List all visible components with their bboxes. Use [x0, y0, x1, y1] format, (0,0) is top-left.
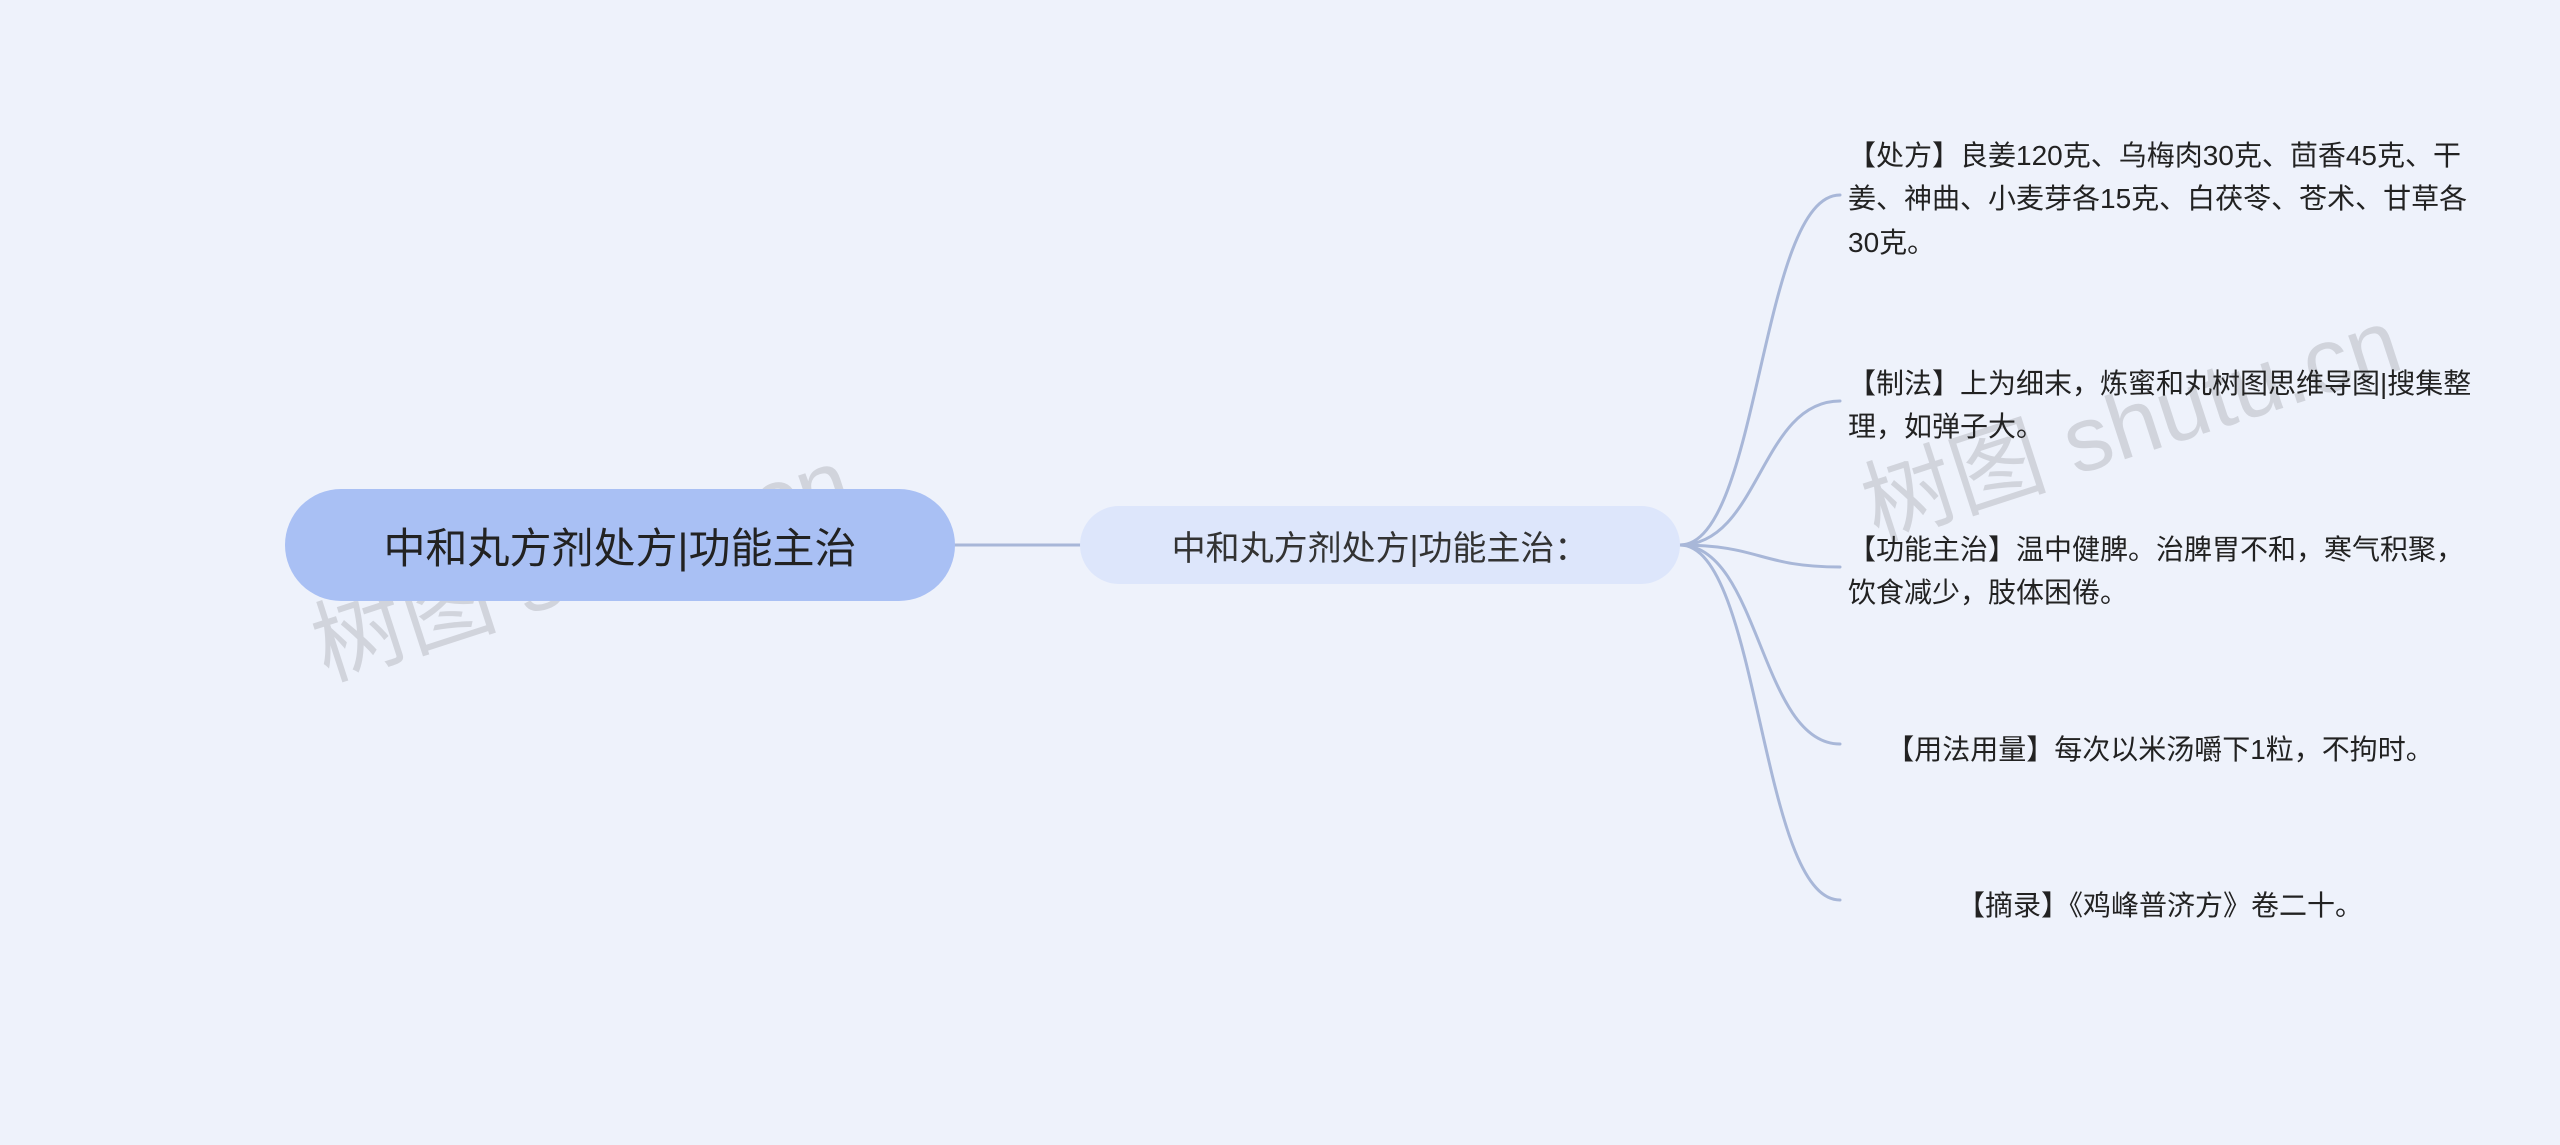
leaf-topic-label: 【用法用量】每次以米汤嚼下1粒，不拘时。 [1886, 728, 2434, 771]
leaf-topic-label: 【处方】良姜120克、乌梅肉30克、茴香45克、干姜、神曲、小麦芽各15克、白茯… [1848, 134, 2472, 264]
mindmap-canvas: 树图 shutu.cn树图 shutu.cn中和丸方剂处方|功能主治中和丸方剂处… [0, 0, 2560, 1145]
leaf-topic-label: 【制法】上为细末，炼蜜和丸树图思维导图|搜集整理，如弹子大。 [1848, 362, 2472, 449]
leaf-topic[interactable]: 【用法用量】每次以米汤嚼下1粒，不拘时。 [1840, 724, 2480, 775]
root-topic-label: 中和丸方剂处方|功能主治 [384, 515, 857, 576]
leaf-topic[interactable]: 【功能主治】温中健脾。治脾胃不和，寒气积聚，饮食减少，肢体困倦。 [1840, 524, 2480, 619]
leaf-topic-label: 【摘录】《鸡峰普济方》卷二十。 [1957, 884, 2363, 927]
root-topic[interactable]: 中和丸方剂处方|功能主治 [285, 489, 955, 601]
sub-topic[interactable]: 中和丸方剂处方|功能主治： [1080, 506, 1680, 584]
leaf-topic[interactable]: 【处方】良姜120克、乌梅肉30克、茴香45克、干姜、神曲、小麦芽各15克、白茯… [1840, 130, 2480, 268]
leaf-topic[interactable]: 【摘录】《鸡峰普济方》卷二十。 [1840, 880, 2480, 931]
leaf-topic-label: 【功能主治】温中健脾。治脾胃不和，寒气积聚，饮食减少，肢体困倦。 [1848, 528, 2472, 615]
leaf-topic[interactable]: 【制法】上为细末，炼蜜和丸树图思维导图|搜集整理，如弹子大。 [1840, 358, 2480, 453]
sub-topic-label: 中和丸方剂处方|功能主治： [1172, 521, 1589, 570]
